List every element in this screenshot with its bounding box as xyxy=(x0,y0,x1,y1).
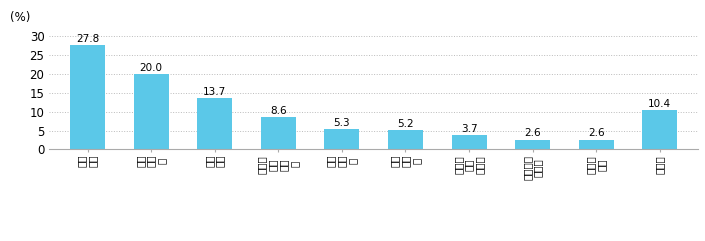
Y-axis label: (%): (%) xyxy=(10,11,30,24)
Text: 27.8: 27.8 xyxy=(76,33,99,44)
Bar xyxy=(134,74,168,149)
Text: 8.6: 8.6 xyxy=(270,106,286,116)
Text: 2.6: 2.6 xyxy=(588,128,604,139)
Text: 10.4: 10.4 xyxy=(648,99,671,109)
Bar xyxy=(515,140,550,149)
Bar xyxy=(324,129,360,149)
Text: 20.0: 20.0 xyxy=(140,63,163,73)
Text: 5.2: 5.2 xyxy=(397,119,414,129)
Bar xyxy=(261,117,296,149)
Bar xyxy=(451,135,486,149)
Text: 3.7: 3.7 xyxy=(461,124,477,134)
Bar xyxy=(70,45,105,149)
Bar xyxy=(388,130,423,149)
Text: 5.3: 5.3 xyxy=(333,118,350,128)
Text: 13.7: 13.7 xyxy=(203,87,226,97)
Bar xyxy=(642,110,678,149)
Bar xyxy=(197,98,232,149)
Bar xyxy=(579,140,613,149)
Text: 2.6: 2.6 xyxy=(525,128,541,139)
